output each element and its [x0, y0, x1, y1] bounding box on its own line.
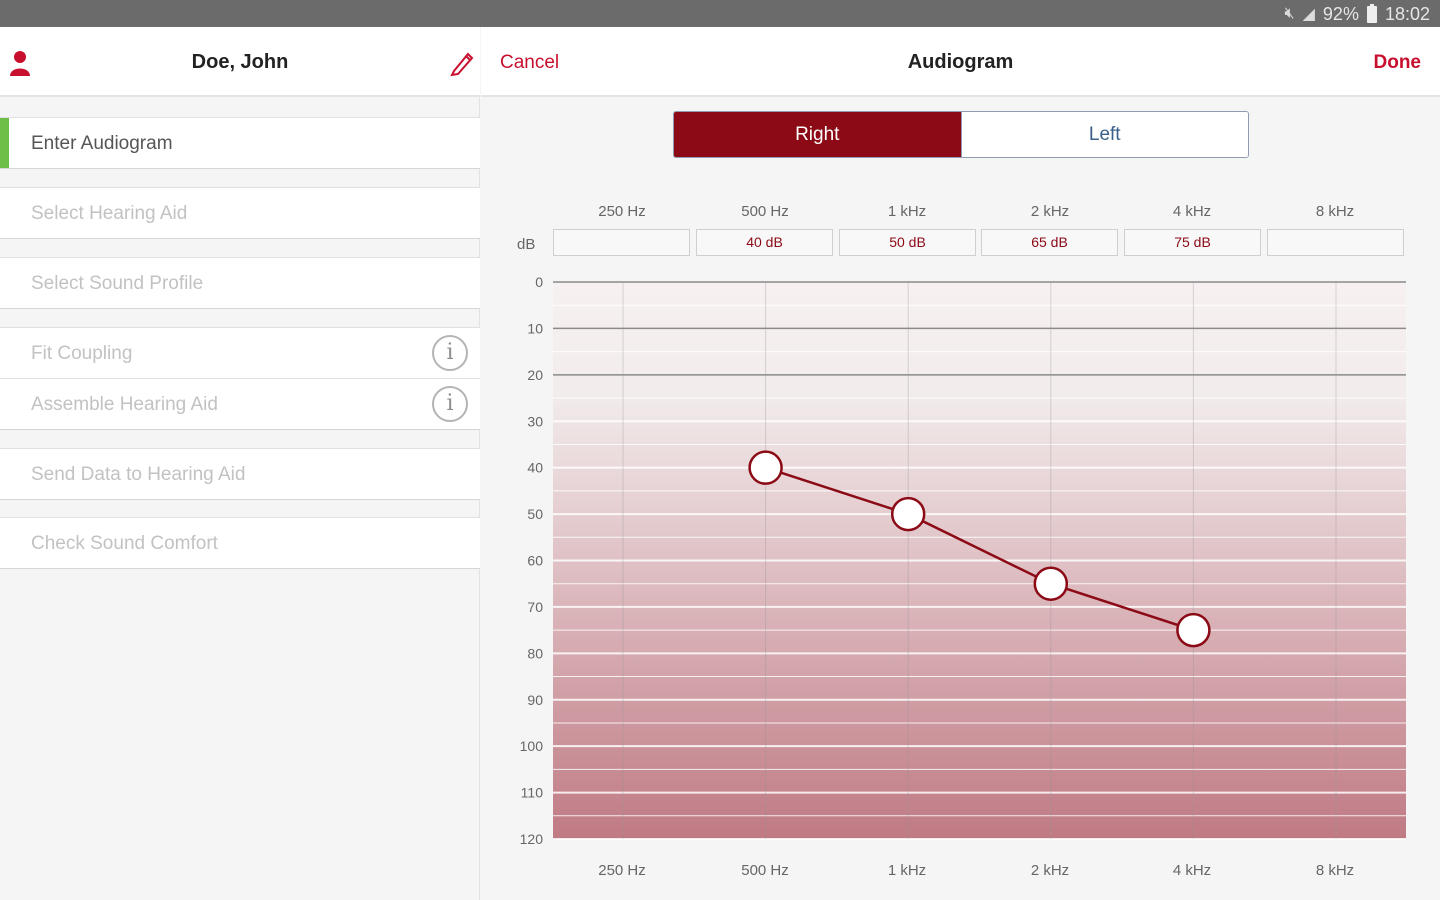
signal-icon: ◢	[1302, 6, 1315, 23]
y-tick-label: 20	[527, 367, 543, 383]
step-assemble-hearing-aid[interactable]: Assemble Hearing Aid i	[0, 378, 480, 430]
status-icons: 🔇︎ ◢ 92% 18:02	[1284, 3, 1430, 24]
y-tick-label: 80	[527, 645, 543, 661]
db-field-1khz[interactable]: 50 dB	[839, 229, 976, 256]
chart-plot-area	[553, 282, 1406, 839]
y-tick-label: 30	[527, 413, 543, 429]
data-point[interactable]	[890, 496, 926, 532]
sidebar-header: Doe, John	[0, 27, 480, 97]
db-field-250hz[interactable]	[553, 229, 690, 256]
freq-label-bottom: 4 kHz	[1172, 862, 1212, 879]
sidebar: Doe, John Enter Audiogram Select Hearing…	[0, 27, 480, 900]
freq-label-top: 1 kHz	[887, 203, 927, 220]
page-title: Audiogram	[907, 51, 1014, 73]
step-select-sound-profile[interactable]: Select Sound Profile	[0, 257, 480, 309]
freq-label-top: 8 kHz	[1315, 203, 1355, 220]
freq-label-bottom: 1 kHz	[887, 862, 927, 879]
db-field-500hz[interactable]: 40 dB	[696, 229, 833, 256]
mute-icon: 🔇︎	[1284, 5, 1295, 22]
audiogram-panel: Cancel Audiogram Done Right Left 250 Hz …	[481, 27, 1440, 900]
freq-label-top: 4 kHz	[1172, 203, 1212, 220]
db-row-label: dB	[517, 236, 536, 253]
y-tick-label: 0	[535, 274, 543, 290]
db-field-4khz[interactable]: 75 dB	[1124, 229, 1261, 256]
ear-toggle: Right Left	[673, 111, 1249, 158]
info-icon[interactable]: i	[432, 386, 468, 422]
battery-percent: 92%	[1322, 3, 1359, 24]
step-check-sound-comfort[interactable]: Check Sound Comfort	[0, 517, 480, 569]
y-tick-label: 70	[527, 599, 543, 615]
step-fit-coupling[interactable]: Fit Coupling i	[0, 327, 480, 379]
right-ear-tab[interactable]: Right	[674, 112, 961, 157]
data-point[interactable]	[1176, 612, 1211, 648]
y-tick-label: 40	[527, 460, 543, 476]
data-point[interactable]	[1033, 566, 1069, 601]
step-send-data[interactable]: Send Data to Hearing Aid	[0, 448, 480, 500]
freq-label-top: 500 Hz	[741, 203, 789, 220]
y-tick-label: 90	[527, 692, 543, 708]
y-tick-label: 120	[520, 831, 544, 847]
db-field-2khz[interactable]: 65 dB	[981, 229, 1118, 256]
step-label: Select Hearing Aid	[31, 203, 188, 224]
step-label: Assemble Hearing Aid	[31, 394, 218, 415]
y-tick-label: 50	[527, 506, 543, 522]
info-icon[interactable]: i	[432, 335, 468, 371]
freq-label-bottom: 250 Hz	[598, 862, 646, 879]
freq-label-bottom: 500 Hz	[741, 862, 789, 879]
series-line	[765, 466, 1194, 632]
freq-label-top: 250 Hz	[598, 203, 646, 220]
person-icon	[10, 51, 30, 76]
patient-name: Doe, John	[191, 51, 289, 73]
freq-label-top: 2 kHz	[1030, 203, 1070, 220]
freq-label-bottom: 2 kHz	[1030, 862, 1070, 879]
y-tick-label: 60	[527, 553, 543, 569]
pencil-icon[interactable]	[449, 49, 475, 77]
db-field-8khz[interactable]	[1267, 229, 1404, 256]
battery-icon	[1366, 3, 1377, 23]
y-tick-label: 10	[527, 320, 543, 336]
step-label: Enter Audiogram	[31, 133, 173, 154]
step-enter-audiogram[interactable]: Enter Audiogram	[0, 117, 480, 169]
status-bar: 🔇︎ ◢ 92% 18:02	[0, 0, 1440, 27]
step-label: Select Sound Profile	[31, 273, 204, 294]
step-label: Fit Coupling	[31, 343, 133, 364]
step-select-hearing-aid[interactable]: Select Hearing Aid	[0, 187, 480, 239]
data-point[interactable]	[748, 450, 783, 485]
done-button[interactable]: Done	[1373, 52, 1422, 73]
active-step-marker	[0, 118, 9, 168]
panel-header: Cancel Audiogram Done	[481, 27, 1440, 97]
y-tick-label: 110	[521, 785, 544, 801]
clock: 18:02	[1384, 3, 1430, 24]
y-tick-label: 100	[520, 738, 544, 754]
step-label: Check Sound Comfort	[31, 533, 218, 554]
cancel-button[interactable]: Cancel	[500, 52, 560, 73]
left-ear-tab[interactable]: Left	[960, 112, 1248, 157]
step-label: Send Data to Hearing Aid	[31, 464, 246, 485]
freq-label-bottom: 8 kHz	[1315, 862, 1355, 879]
